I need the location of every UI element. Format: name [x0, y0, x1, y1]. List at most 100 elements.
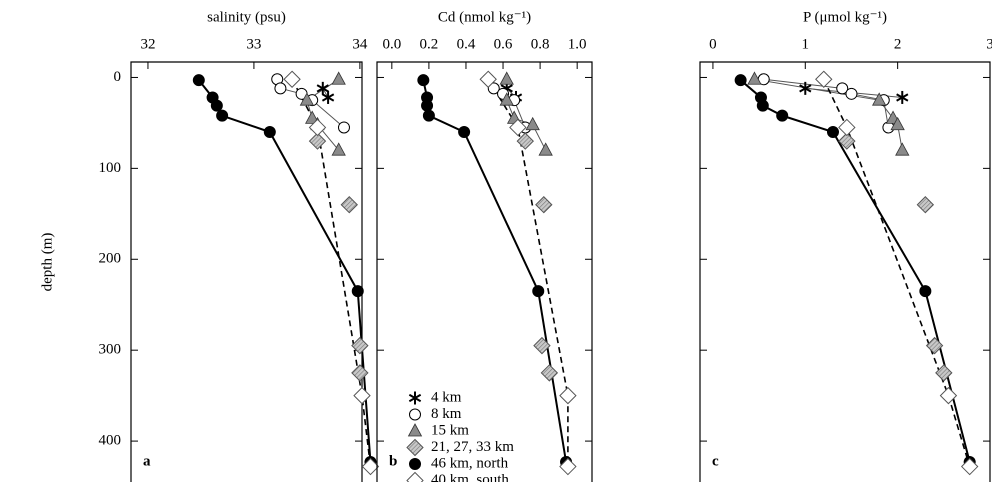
- marker: [337, 121, 350, 134]
- x-axis-label: Cd (nmol kg⁻¹): [438, 9, 531, 25]
- diamond: [406, 438, 424, 457]
- marker: [499, 71, 514, 85]
- legend-label: 40 km, south: [431, 472, 509, 482]
- x-tick-label: 33: [246, 36, 261, 52]
- axes-frame: [376, 61, 593, 482]
- asterisk-stroke: [408, 393, 422, 403]
- y-tick-label: 0: [114, 69, 122, 85]
- triangle: [747, 71, 762, 85]
- marker: [353, 386, 371, 405]
- circle: [210, 99, 223, 112]
- x-tick-label: 2: [894, 36, 902, 52]
- legend-marker: [409, 458, 421, 470]
- axes-frame: [130, 61, 363, 482]
- circle: [409, 458, 421, 470]
- circle: [351, 285, 364, 298]
- triangle: [407, 423, 423, 437]
- series-line: [198, 79, 372, 463]
- circle: [734, 74, 747, 87]
- series-line: [739, 79, 971, 463]
- panel-label: b: [389, 453, 397, 469]
- asterisk-stroke: [316, 84, 329, 93]
- marker: [845, 87, 858, 100]
- triangle: [499, 71, 514, 85]
- triangle: [890, 116, 905, 131]
- marker: [538, 142, 553, 156]
- diamond: [815, 70, 833, 88]
- diamond: [516, 132, 534, 150]
- x-tick-label: 0.8: [531, 36, 550, 52]
- circle: [216, 109, 229, 122]
- legend-marker: [409, 408, 421, 421]
- triangle: [331, 71, 346, 85]
- diamond: [509, 118, 527, 137]
- x-axis-label: P (μmol kg⁻¹): [803, 9, 887, 25]
- circle: [337, 121, 350, 134]
- marker: [299, 92, 315, 106]
- marker: [747, 71, 762, 85]
- diamond: [939, 386, 958, 405]
- circle: [532, 285, 545, 298]
- x-tick-label: 34: [352, 36, 368, 52]
- circle: [263, 126, 276, 138]
- marker: [331, 71, 346, 85]
- circle: [421, 99, 434, 112]
- y-tick-label: 300: [99, 342, 122, 358]
- marker: [458, 126, 471, 138]
- marker: [192, 74, 205, 87]
- marker: [479, 70, 497, 88]
- marker: [540, 364, 559, 382]
- diamond: [351, 336, 369, 355]
- marker: [422, 109, 435, 122]
- circle: [422, 109, 435, 122]
- circle: [487, 82, 500, 95]
- circle: [836, 82, 849, 95]
- marker: [321, 90, 335, 104]
- triangle: [538, 142, 553, 156]
- circle: [274, 82, 287, 95]
- marker: [925, 336, 944, 355]
- marker: [826, 126, 839, 138]
- diamond: [308, 132, 327, 150]
- diamond: [479, 70, 497, 88]
- x-tick-label: 1.0: [568, 36, 587, 52]
- marker: [331, 142, 346, 156]
- x-tick-label: 0.2: [420, 36, 439, 52]
- diamond: [559, 386, 577, 405]
- panel-label: c: [712, 453, 719, 469]
- circle: [192, 74, 205, 87]
- marker: [939, 386, 958, 405]
- triangle: [305, 110, 320, 124]
- x-tick-label: 0.0: [382, 36, 401, 52]
- diamond: [340, 196, 358, 214]
- marker: [283, 70, 301, 88]
- marker: [263, 126, 276, 138]
- marker: [776, 109, 789, 122]
- legend-label: 8 km: [431, 406, 462, 422]
- triangle: [872, 92, 887, 106]
- diamond: [533, 336, 551, 355]
- marker: [890, 116, 905, 131]
- legend-label: 4 km: [431, 389, 462, 405]
- marker: [525, 116, 540, 131]
- marker: [351, 336, 369, 355]
- diamond: [540, 364, 559, 382]
- marker: [308, 132, 327, 150]
- marker: [960, 457, 979, 476]
- marker: [351, 364, 369, 382]
- diamond: [361, 457, 380, 476]
- marker: [896, 90, 909, 104]
- marker: [316, 81, 329, 95]
- circle: [409, 408, 421, 421]
- triangle: [525, 116, 540, 131]
- x-tick-label: 0.4: [457, 36, 476, 52]
- marker: [836, 82, 849, 95]
- marker: [216, 109, 229, 122]
- marker: [210, 99, 223, 112]
- circle: [417, 74, 430, 87]
- triangle: [499, 92, 514, 106]
- marker: [509, 118, 527, 137]
- triangle: [895, 142, 910, 156]
- x-tick-label: 0: [709, 36, 717, 52]
